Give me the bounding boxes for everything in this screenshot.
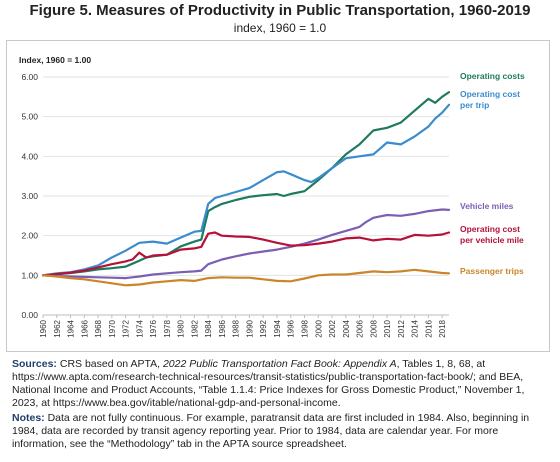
line-chart: 0.00 1.00 2.00 3.00 4.00 5.00 6.00 1960 1962 1964… [19, 55, 525, 338]
series-label-4: Passenger trips [460, 266, 524, 276]
x-tick-label: 2012 [397, 319, 406, 337]
x-tick-label: 2000 [314, 319, 323, 337]
x-tick-label: 2010 [383, 319, 392, 337]
y-tick-label: 0.00 [21, 310, 38, 320]
x-tick-label: 1988 [232, 319, 241, 337]
axes: 0.00 1.00 2.00 3.00 4.00 5.00 6.00 1960 1962 1964… [21, 72, 447, 338]
figure-subtitle: index, 1960 = 1.0 [233, 21, 327, 35]
series-line-2 [41, 208, 451, 280]
x-tick-label: 2008 [369, 319, 378, 337]
series-label-line: per vehicle mile [460, 235, 524, 245]
gridlines [43, 76, 449, 316]
x-tick-label: 1970 [108, 319, 117, 337]
series-label-line: Operating cost [460, 224, 520, 234]
notes-text: Data are not fully continuous. For examp… [12, 412, 530, 450]
x-tick-label: 2018 [438, 319, 447, 337]
chart-frame: 0.00 1.00 2.00 3.00 4.00 5.00 6.00 1960 1962 1964… [6, 40, 550, 352]
x-tick-label: 1996 [287, 319, 296, 337]
sources-publication: 2022 Public Transportation Fact Book: Ap… [162, 358, 397, 370]
figure-title: Figure 5. Measures of Productivity in Pu… [29, 2, 531, 19]
x-tick-label: 1982 [190, 319, 199, 337]
x-tick-label: 2014 [411, 319, 420, 337]
x-tick-label: 1990 [245, 319, 254, 337]
series-label-line: Vehicle miles [460, 201, 514, 211]
series-lines [41, 90, 451, 287]
y-tick-label: 5.00 [21, 112, 38, 122]
x-tick-label: 1992 [259, 319, 268, 337]
x-tick-label: 2006 [356, 319, 365, 337]
x-tick-label: 1974 [135, 319, 144, 337]
series-label-3: Operating cost per vehicle mile [460, 224, 524, 245]
sources-note: Sources: CRS based on APTA, 2022 Public … [12, 358, 552, 410]
series-line-3 [41, 231, 451, 277]
y-tick-label: 4.00 [21, 151, 38, 161]
x-tick-label: 1972 [122, 319, 131, 337]
y-tick-label: 1.00 [21, 270, 38, 280]
series-line-1 [41, 103, 451, 277]
series-label-0: Operating costs [460, 71, 525, 81]
series-label-line: Operating cost [460, 89, 520, 99]
x-tick-label: 1964 [67, 319, 76, 337]
sources-text-1: CRS based on APTA, [56, 358, 163, 370]
x-tick-label: 1960 [39, 319, 48, 337]
series-label-line: per trip [460, 100, 489, 110]
x-tick-label: 1976 [149, 319, 158, 337]
series-label-line: Operating costs [460, 71, 525, 81]
x-tick-label: 2016 [424, 319, 433, 337]
series-label-2: Vehicle miles [460, 201, 514, 211]
x-tick-label: 1978 [163, 319, 172, 337]
notes-lead: Notes: [12, 412, 45, 424]
series-label-1: Operating cost per trip [460, 89, 520, 110]
series-line-0 [41, 90, 451, 277]
x-tick-label: 1994 [273, 319, 282, 337]
x-tick-label: 1986 [218, 319, 227, 337]
x-tick-label: 2004 [342, 319, 351, 337]
x-tick-label: 1962 [53, 319, 62, 337]
x-tick-label: 1998 [300, 319, 309, 337]
x-tick-label: 2002 [328, 319, 337, 337]
sources-text-2: , Tables 1, 8, 68, at https://www.apta.c… [12, 358, 525, 409]
y-tick-label: 3.00 [21, 191, 38, 201]
series-line-4 [41, 268, 451, 287]
notes-note: Notes: Data are not fully continuous. Fo… [12, 412, 552, 451]
x-tick-label: 1984 [204, 319, 213, 337]
x-tick-label: 1980 [177, 319, 186, 337]
x-tick-label: 1966 [80, 319, 89, 337]
y-axis-label: Index, 1960 = 1.00 [19, 55, 91, 65]
series-label-line: Passenger trips [460, 266, 524, 276]
y-tick-label: 6.00 [21, 72, 38, 82]
x-tick-label: 1968 [94, 319, 103, 337]
sources-lead: Sources: [12, 358, 57, 370]
y-tick-label: 2.00 [21, 231, 38, 241]
